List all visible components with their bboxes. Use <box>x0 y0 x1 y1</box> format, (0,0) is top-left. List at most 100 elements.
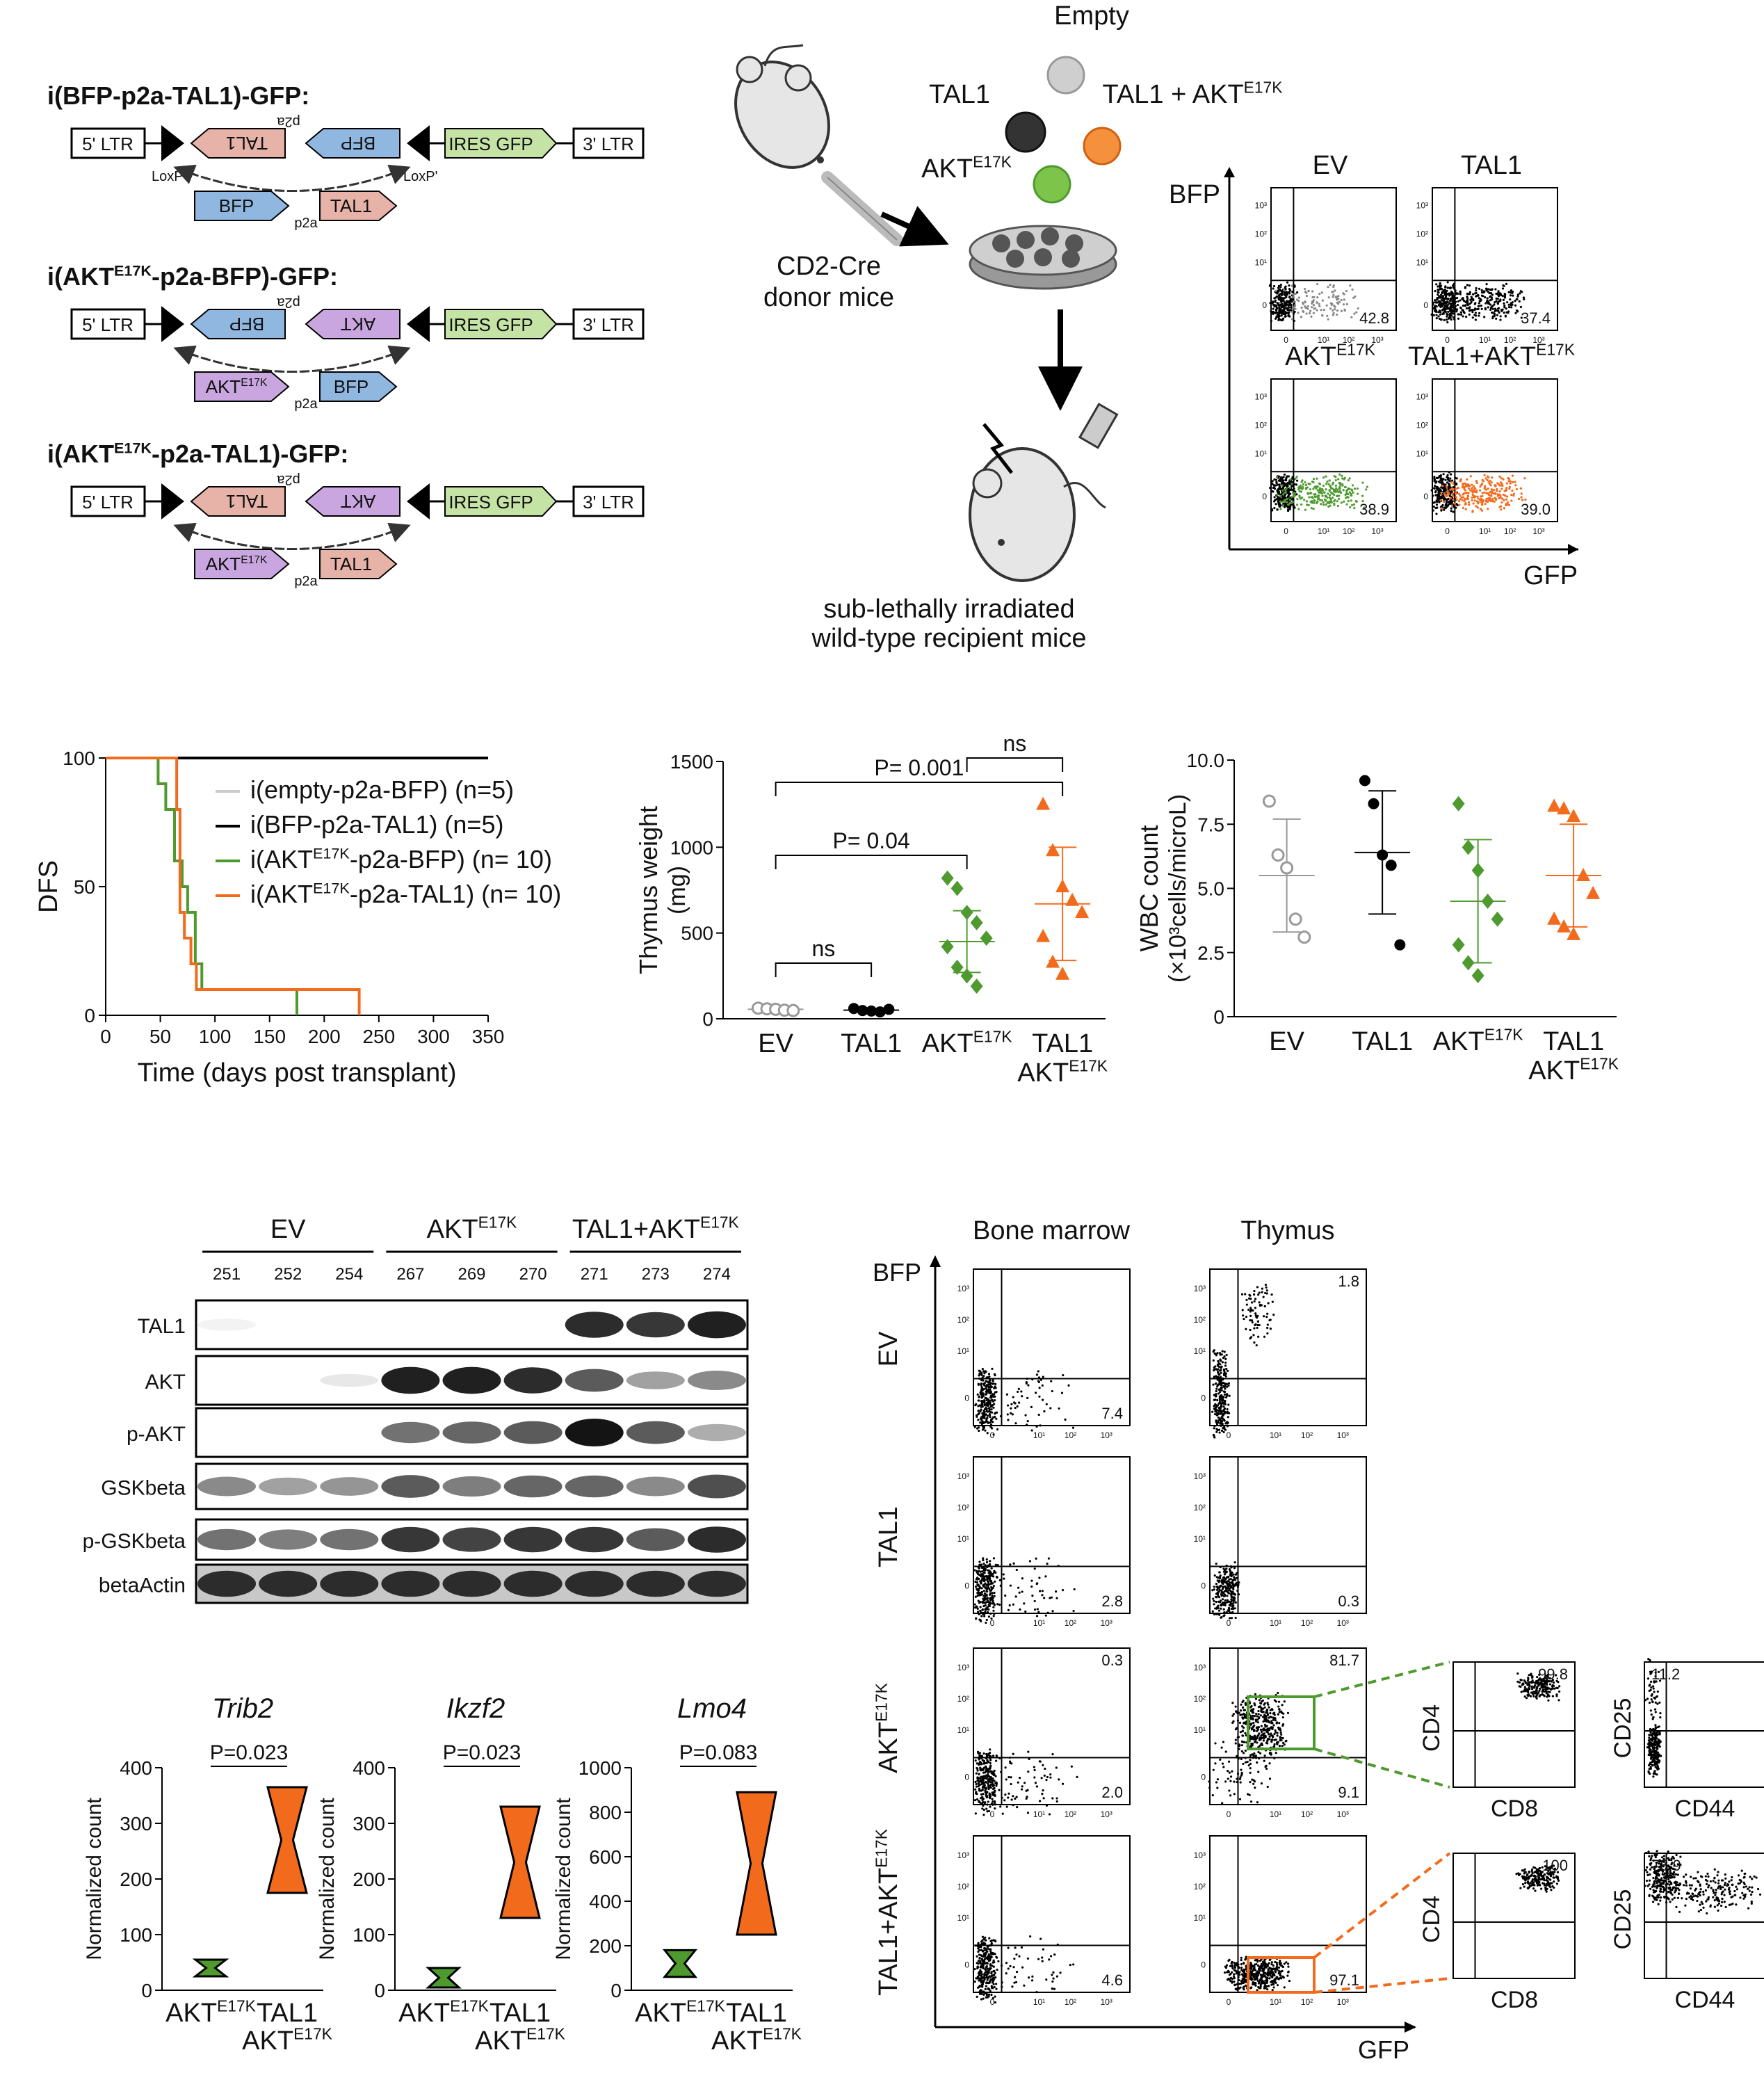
facs-event <box>1263 1315 1265 1318</box>
facs-event <box>1491 311 1494 314</box>
facs-event <box>1441 291 1443 293</box>
facs-event <box>1059 1971 1062 1974</box>
facs-event <box>1452 499 1455 501</box>
facs-event <box>1280 292 1284 295</box>
facs-event <box>981 1759 984 1761</box>
facs-event <box>1227 1959 1230 1962</box>
facs-event <box>1023 1782 1026 1784</box>
facs-event <box>1326 314 1329 317</box>
facs-event <box>1443 492 1446 495</box>
facs-event <box>990 1978 993 1981</box>
p2a-label: p2a <box>276 472 300 487</box>
facs-event <box>1272 1718 1275 1721</box>
facs-event <box>1070 1765 1073 1768</box>
y-tick-label: 300 <box>120 1813 152 1834</box>
facs-event <box>1306 503 1309 506</box>
facs-event <box>982 1379 985 1382</box>
blot-row-label: p-GSKbeta <box>83 1530 186 1553</box>
violin-shape <box>662 1949 698 1978</box>
facs-event <box>1459 311 1462 314</box>
facs-event <box>985 1583 988 1586</box>
data-point <box>970 914 983 930</box>
facs-event <box>1212 1433 1215 1437</box>
facs-event <box>980 1581 982 1585</box>
facs-event <box>992 1976 995 1979</box>
blot-band <box>503 1475 563 1498</box>
facs-event <box>1283 307 1286 310</box>
facs-event <box>990 1939 993 1942</box>
facs-event <box>1213 1613 1216 1615</box>
facs-event <box>1262 1739 1265 1742</box>
facs-event <box>1466 292 1468 295</box>
row-label: EV <box>874 1331 903 1366</box>
facs-event <box>994 1976 997 1979</box>
facs-event <box>1440 318 1443 321</box>
facs-event <box>982 1752 985 1755</box>
facs-event <box>1249 1744 1252 1748</box>
facs-event <box>979 1780 982 1783</box>
facs-event <box>980 1998 983 2001</box>
facs-event <box>977 1405 980 1407</box>
facs-event <box>1266 1323 1269 1326</box>
facs-event <box>1468 307 1471 310</box>
data-point <box>1036 796 1051 810</box>
facs-event <box>1004 1793 1007 1796</box>
facs-event <box>995 1759 998 1762</box>
facs-event <box>1223 1393 1227 1396</box>
facs-event <box>1450 507 1453 510</box>
facs-event <box>1208 1780 1211 1783</box>
construct-title: i(BFP-p2a-TAL1)-GFP: <box>47 81 309 110</box>
facs-event <box>978 1761 982 1764</box>
facs-event <box>1342 303 1345 306</box>
facs-event <box>989 1589 992 1592</box>
facs-event <box>979 1606 982 1608</box>
facs-event <box>1446 289 1448 292</box>
facs-event <box>985 1621 987 1624</box>
facs-event <box>1234 1742 1237 1745</box>
facs-event <box>1026 1812 1030 1814</box>
facs-event <box>1037 1611 1040 1613</box>
facs-event <box>1514 312 1517 314</box>
facs-event <box>1445 297 1448 300</box>
facs-event <box>1489 299 1492 302</box>
facs-event <box>1453 300 1456 303</box>
virus-label: AKTE17K​ <box>921 153 1012 184</box>
facs-event <box>1242 1717 1245 1720</box>
facs-event <box>1332 309 1334 312</box>
facs-event <box>1254 1755 1257 1757</box>
facs-event <box>1432 303 1434 306</box>
facs-event <box>1473 314 1476 316</box>
facs-event <box>1500 477 1503 480</box>
facs-event <box>1253 1714 1256 1718</box>
facs-event <box>1270 1740 1273 1743</box>
facs-event <box>1446 485 1448 488</box>
facs-tick: 0 <box>990 1809 995 1819</box>
facs-event <box>1034 1392 1037 1394</box>
facs-event <box>1274 1978 1277 1981</box>
facs-event <box>1253 1724 1256 1727</box>
facs-event <box>1270 1720 1273 1723</box>
facs-event <box>995 1955 998 1958</box>
data-point <box>1567 926 1581 940</box>
facs-event <box>1356 487 1359 490</box>
facs-event <box>1450 304 1453 307</box>
facs-event <box>1221 1602 1224 1604</box>
facs-event <box>987 1784 990 1787</box>
facs-event <box>1474 312 1477 314</box>
facs-event <box>1256 1737 1259 1740</box>
gene-arrow <box>305 128 400 159</box>
facs-event <box>1278 1711 1281 1713</box>
facs-event <box>976 1762 978 1765</box>
facs-event <box>1278 1722 1281 1725</box>
facs-event <box>1031 1975 1034 1978</box>
facs-event <box>1337 295 1340 298</box>
facs-event <box>1264 1766 1267 1768</box>
facs-event <box>1516 295 1519 298</box>
facs-event <box>1243 1752 1245 1755</box>
facs-event <box>1507 303 1510 306</box>
facs-event <box>1338 490 1341 492</box>
facs-event <box>1494 492 1497 495</box>
facs-tick: 0 <box>1284 526 1288 536</box>
facs-event <box>1025 1797 1028 1800</box>
blot-band <box>503 1526 563 1553</box>
